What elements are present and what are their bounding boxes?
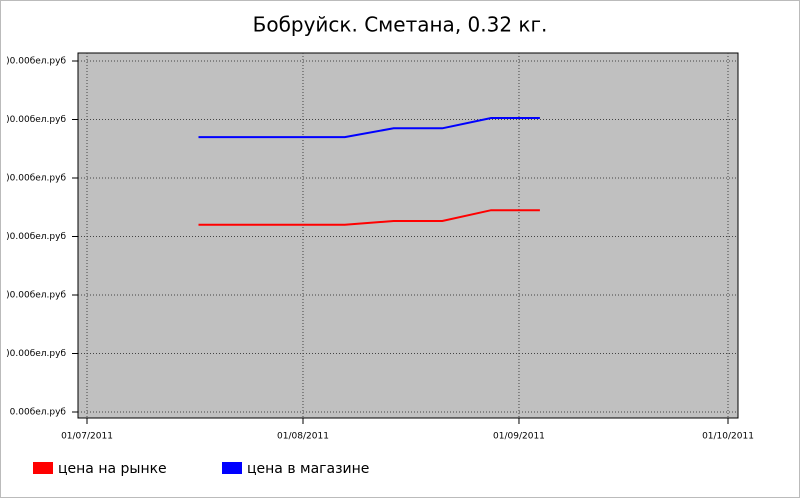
x-tick-label: 01/09/2011	[493, 432, 545, 442]
x-tick-label: 01/10/2011	[702, 432, 754, 442]
legend-swatch	[222, 462, 242, 474]
plot-area	[77, 52, 739, 419]
x-tick-label: 01/08/2011	[277, 432, 329, 442]
series-line	[198, 209, 540, 226]
legend-swatch	[33, 462, 53, 474]
chart-title: Бобруйск. Сметана, 0.32 кг.	[253, 13, 548, 37]
y-tick-label: 0.00бел.руб	[10, 408, 67, 418]
y-tick-label: )0.00бел.руб	[6, 349, 66, 359]
x-tick-label: 01/07/2011	[61, 432, 113, 442]
series-line	[198, 117, 540, 139]
y-tick-label: )0.00бел.руб	[6, 57, 66, 67]
legend-label: цена в магазине	[247, 461, 369, 477]
y-tick-label: )0.00бел.руб	[6, 115, 66, 125]
y-tick-label: )0.00бел.руб	[6, 174, 66, 184]
legend-label: цена на рынке	[58, 461, 167, 477]
y-tick-label: )0.00бел.руб	[6, 291, 66, 301]
y-tick-label: )0.00бел.руб	[6, 232, 66, 242]
